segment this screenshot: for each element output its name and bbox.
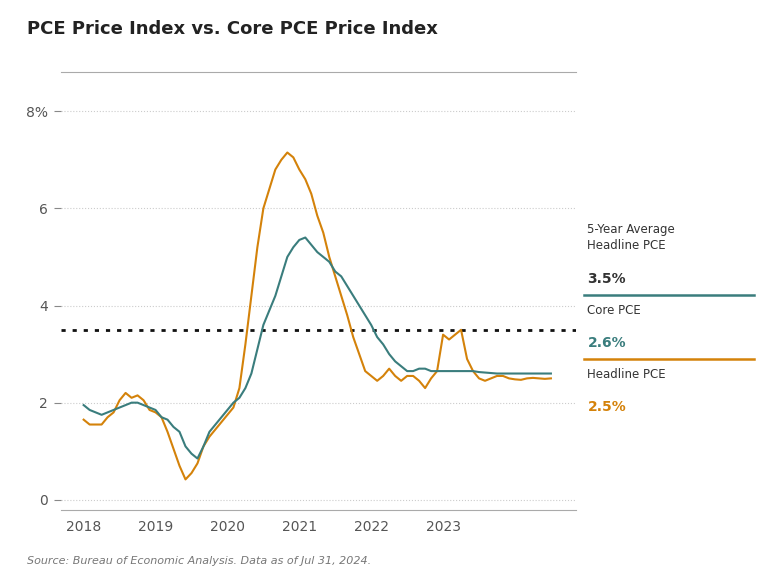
Text: 3.5%: 3.5% [587,272,626,286]
Text: 2.6%: 2.6% [587,336,626,350]
Text: Headline PCE: Headline PCE [587,368,666,380]
Text: 2.5%: 2.5% [587,400,626,413]
Text: Source: Bureau of Economic Analysis. Data as of Jul 31, 2024.: Source: Bureau of Economic Analysis. Dat… [27,556,371,566]
Text: Core PCE: Core PCE [587,304,641,317]
Text: 5-Year Average
Headline PCE: 5-Year Average Headline PCE [587,223,675,252]
Text: PCE Price Index vs. Core PCE Price Index: PCE Price Index vs. Core PCE Price Index [27,20,437,38]
